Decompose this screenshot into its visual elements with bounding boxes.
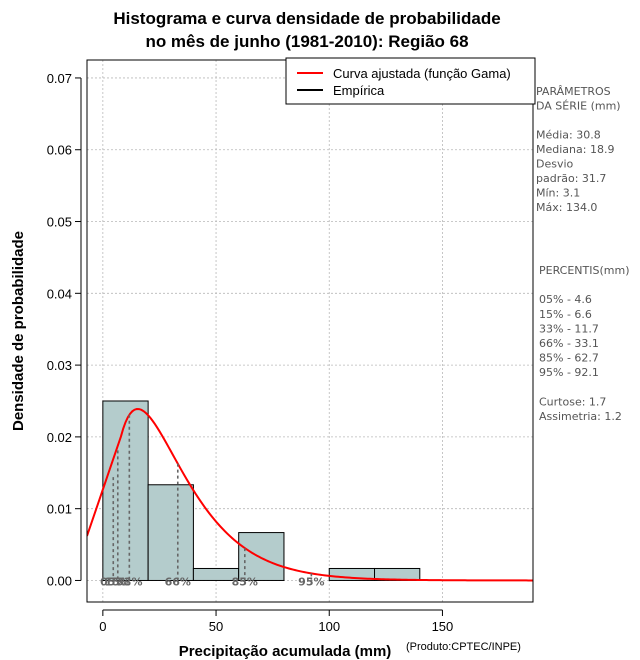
percentis-line-10: Assimetria: 1.2 (539, 410, 622, 423)
percentile-label-4: 85% (232, 575, 258, 588)
histogram-bar-1 (147, 484, 194, 581)
chart-title-line-1: Histograma e curva densidade de probabil… (113, 9, 500, 28)
params-line-8: Máx: 134.0 (536, 201, 597, 214)
params-line-5: Desvio (536, 158, 574, 171)
histogram-bar-3 (238, 532, 285, 581)
y-tick-label-6: 0.06 (47, 143, 72, 158)
percentile-marks: 05%15%33% 66% 85% 95% (100, 414, 325, 588)
y-axis: 0.00 0.01 0.02 0.03 0.04 0.05 0.06 0.07 (47, 71, 82, 588)
legend-label-empirical: Empírica (333, 83, 385, 98)
x-tick-label-2: 100 (318, 619, 340, 634)
params-line-3: Média: 30.8 (536, 129, 601, 142)
x-axis-label: Precipitação acumulada (mm) (179, 643, 392, 660)
percentis-line-9: Curtose: 1.7 (539, 395, 606, 408)
y-axis-label: Densidade de probabilidade (10, 231, 27, 431)
fitted-gamma-curve (87, 408, 533, 582)
x-axis: 0 50 100 150 (99, 609, 454, 634)
percentis-line-7: 95% - 92.1 (539, 366, 599, 379)
params-line-0: PARÂMETROS (536, 85, 611, 98)
percentis-line-0: PERCENTIS(mm) (539, 264, 630, 277)
percentile-label-3: 66% (165, 575, 191, 588)
percentiles-panel: PERCENTIS(mm) 05% - 4.6 15% - 6.633% - 11.… (539, 264, 630, 423)
percentis-line-5: 66% - 33.1 (539, 337, 599, 350)
y-tick-label-2: 0.02 (47, 430, 72, 445)
y-tick-label-4: 0.04 (47, 286, 72, 301)
percentis-line-6: 85% - 62.7 (539, 352, 599, 365)
percentis-line-3: 15% - 6.6 (539, 308, 592, 321)
legend-box (285, 57, 536, 105)
y-tick-label-3: 0.03 (47, 358, 72, 373)
x-tick-label-1: 50 (209, 619, 223, 634)
params-line-1: DA SÉRIE (mm) (536, 100, 621, 113)
x-tick-label-0: 0 (99, 619, 106, 634)
percentile-label-5: 95% (298, 575, 324, 588)
params-line-6: padrão: 31.7 (536, 172, 606, 185)
y-tick-label-0: 0.00 (47, 573, 72, 588)
params-line-4: Mediana: 18.9 (536, 143, 614, 156)
series-parameters-panel: PARÂMETROS DA SÉRIE (mm) Média: 30.8Media… (536, 85, 621, 214)
credit-text: (Produto:CPTEC/INPE) (406, 641, 521, 653)
y-tick-label-7: 0.07 (47, 71, 72, 86)
legend: Curva ajustada (função Gama) Empírica (285, 57, 536, 105)
histogram-bar-0 (102, 400, 149, 581)
x-tick-label-3: 150 (432, 619, 454, 634)
y-tick-label-1: 0.01 (47, 502, 72, 517)
params-line-7: Mín: 3.1 (536, 187, 580, 200)
percentile-label-1: 15% (105, 575, 131, 588)
percentis-line-2: 05% - 4.6 (539, 293, 592, 306)
chart-title-line-2: no mês de junho (1981-2010): Região 68 (145, 32, 468, 51)
percentis-line-4: 33% - 11.7 (539, 322, 599, 335)
fitted-curve-layer (87, 408, 533, 582)
y-tick-label-5: 0.05 (47, 215, 72, 230)
histogram-bars (102, 400, 421, 581)
percentile-label-2: 33% (116, 575, 142, 588)
legend-label-curve: Curva ajustada (função Gama) (333, 66, 511, 81)
percentile-label-0: 05% (100, 575, 126, 588)
